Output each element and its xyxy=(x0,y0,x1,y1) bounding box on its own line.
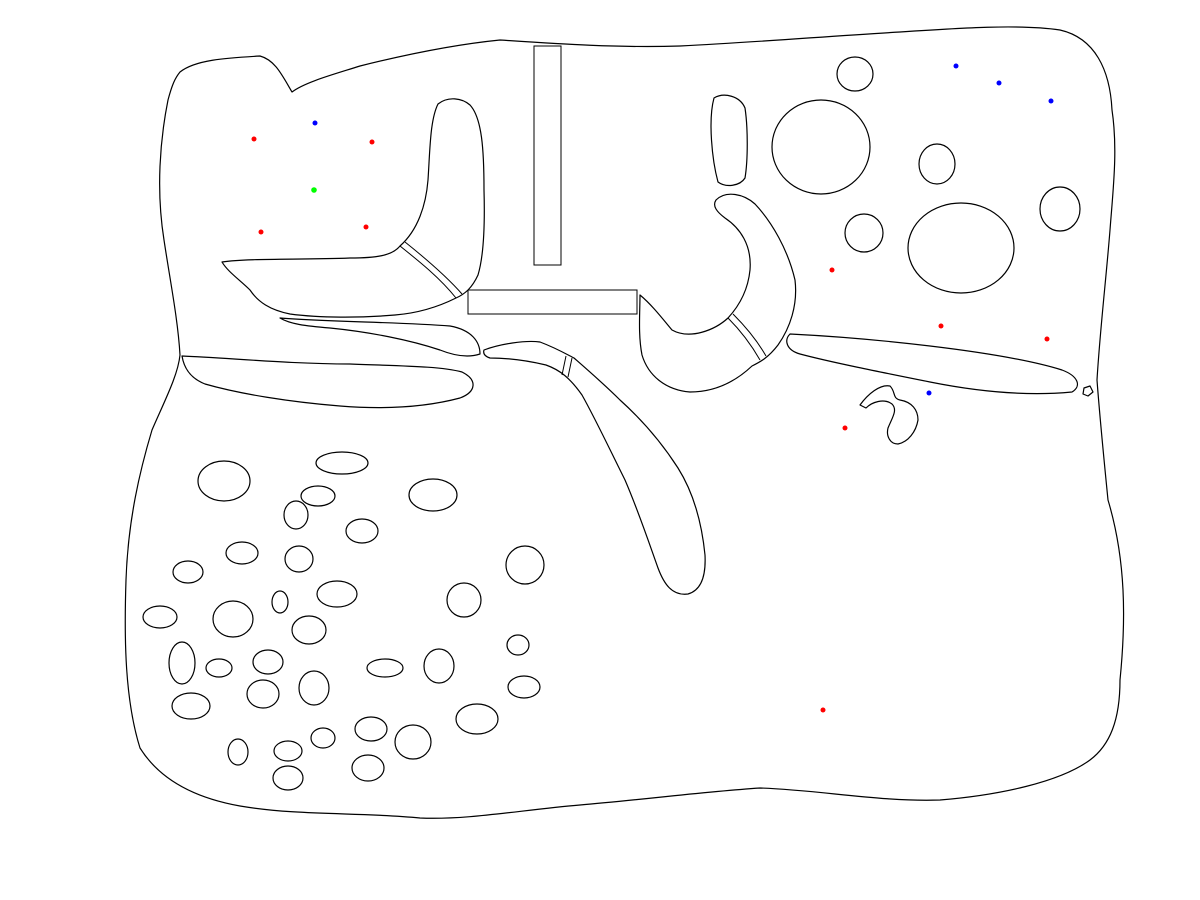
obstacle-circle-1 xyxy=(836,56,874,92)
blue-marker xyxy=(312,120,318,126)
red-marker xyxy=(938,323,944,329)
boulder xyxy=(273,740,303,762)
green-marker-group xyxy=(311,187,317,193)
boulder xyxy=(197,460,251,502)
rock-formation-left-upper xyxy=(221,98,485,318)
vertical-corridor xyxy=(533,45,562,266)
rock-pebble-right xyxy=(1082,385,1094,397)
blue-marker xyxy=(953,63,959,69)
blue-marker xyxy=(1048,98,1054,104)
red-marker xyxy=(363,224,369,230)
boulder xyxy=(345,518,379,544)
rock-hook xyxy=(859,385,919,445)
red-marker xyxy=(820,707,826,713)
rock-crack-right xyxy=(727,313,767,361)
boulder xyxy=(351,754,385,782)
blue-marker xyxy=(996,80,1002,86)
boulder xyxy=(172,560,204,584)
boulder xyxy=(227,738,249,766)
boulder xyxy=(142,605,178,629)
rock-sliver-left xyxy=(279,317,481,357)
boulder xyxy=(506,634,530,656)
boulder xyxy=(354,716,388,742)
blue-marker-group xyxy=(312,63,1054,396)
boulder xyxy=(310,727,336,749)
red-marker xyxy=(251,136,257,142)
rock-narrow-vertical xyxy=(710,94,748,187)
obstacle-circle-4 xyxy=(844,213,884,253)
blue-marker xyxy=(926,390,932,396)
red-marker xyxy=(258,229,264,235)
rock-crescent-right xyxy=(638,193,797,393)
boulder xyxy=(316,580,358,608)
red-marker xyxy=(369,139,375,145)
boulder xyxy=(272,765,304,791)
outer-boundary xyxy=(124,26,1125,819)
boulder xyxy=(284,545,314,573)
red-marker xyxy=(842,425,848,431)
boulder xyxy=(225,541,259,565)
boulder xyxy=(212,600,254,638)
red-marker-group xyxy=(251,136,1050,713)
boulder xyxy=(505,545,545,585)
boulder xyxy=(408,478,458,512)
boulder xyxy=(171,692,211,720)
obstacle-circle-6 xyxy=(1039,186,1081,232)
boulder xyxy=(291,615,327,645)
boulder xyxy=(205,658,233,678)
boulder xyxy=(168,641,196,685)
rock-ledge-left xyxy=(181,355,474,409)
rock-crack-left xyxy=(399,241,463,299)
rock-crack-center xyxy=(561,355,573,378)
boulder xyxy=(315,451,369,475)
boulder xyxy=(300,485,336,507)
obstacle-circle-2 xyxy=(771,99,871,195)
boulder xyxy=(366,658,404,678)
boulder xyxy=(252,649,284,675)
boulder xyxy=(455,703,499,735)
red-marker xyxy=(1044,336,1050,342)
boulder xyxy=(246,679,280,709)
rock-ledge-right xyxy=(786,333,1079,395)
boulder xyxy=(298,670,330,706)
boulder xyxy=(423,648,455,684)
obstacle-circle-5 xyxy=(907,202,1015,294)
red-marker xyxy=(829,267,835,273)
boulder xyxy=(446,582,482,618)
boulder xyxy=(507,675,541,699)
horizontal-corridor xyxy=(467,289,638,315)
boulder xyxy=(283,500,309,530)
boulder-field xyxy=(142,451,545,791)
obstacle-circle-3 xyxy=(918,143,956,185)
green-marker xyxy=(311,187,317,193)
boulder xyxy=(271,590,289,614)
rock-central-diagonal xyxy=(483,340,706,595)
boulder xyxy=(394,724,432,760)
